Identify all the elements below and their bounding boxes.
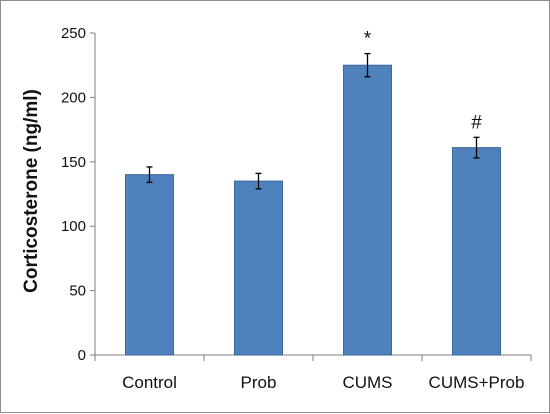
x-tick-label: Prob xyxy=(241,373,277,392)
significance-marker: * xyxy=(364,29,372,50)
y-tick-label: 200 xyxy=(61,89,86,106)
bar-control xyxy=(125,174,174,356)
y-axis-label: Corticosterone (ng/ml) xyxy=(21,89,42,293)
x-tick-label: CUMS xyxy=(342,373,392,392)
y-tick-label: 100 xyxy=(61,218,86,235)
x-tick-label: CUMS+Prob xyxy=(429,373,525,392)
x-tick-label: Control xyxy=(122,373,177,392)
y-tick-label: 150 xyxy=(61,154,86,171)
bar-prob xyxy=(234,180,283,356)
y-tick-label: 250 xyxy=(61,25,86,42)
y-tick-label: 0 xyxy=(78,347,86,364)
bar-cums xyxy=(343,64,392,356)
y-tick-label: 50 xyxy=(69,283,86,300)
significance-marker: # xyxy=(471,112,482,133)
bar-cums-prob xyxy=(452,147,501,356)
